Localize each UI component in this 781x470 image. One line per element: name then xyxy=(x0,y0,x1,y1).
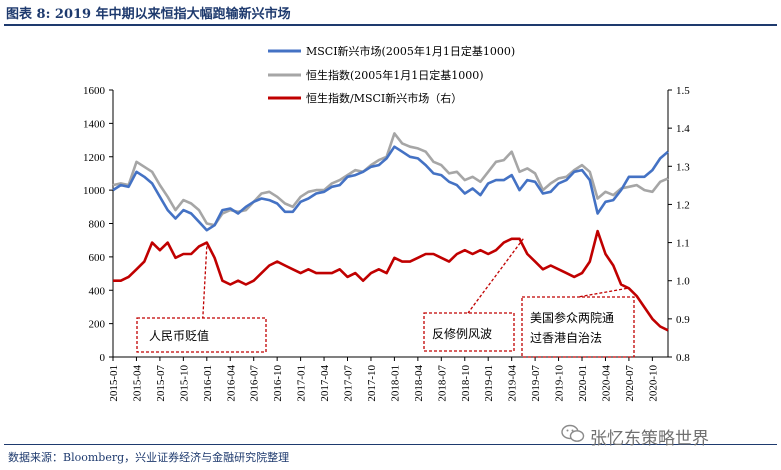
x-tick-label: 2020-07 xyxy=(624,365,636,402)
x-tick-label: 2019-01 xyxy=(483,365,495,402)
y-tick-label-left: 0 xyxy=(100,352,106,364)
y-tick-label-right: 1.4 xyxy=(676,123,690,135)
x-tick-label: 2019-04 xyxy=(507,365,519,402)
x-tick-label: 2016-10 xyxy=(272,365,284,402)
source-note: 数据来源：Bloomberg，兴业证券经济与金融研究院整理 xyxy=(8,451,290,464)
y-tick-label-left: 200 xyxy=(89,319,106,331)
annotation-text-protest: 反修例风波 xyxy=(432,326,492,341)
axes: 0 200 400 600 800 1000 1200 1400 1600 0.8 0.9 1.0 1.… xyxy=(83,85,690,402)
annotation-box-protest xyxy=(423,312,515,352)
watermark-text: 张忆东策略世界 xyxy=(590,429,709,449)
annotation-box-rmb xyxy=(136,317,267,353)
series-line-ratio xyxy=(113,229,669,332)
x-tick-label: 2018-01 xyxy=(389,365,401,402)
annotation-leader-autonomy xyxy=(577,287,628,298)
y-tick-label-right: 0.9 xyxy=(676,314,690,326)
x-tick-label: 2020-01 xyxy=(577,365,589,402)
series-line-msci xyxy=(112,145,669,232)
annotation-text-autonomy-1: 美国参众两院通 xyxy=(530,310,614,325)
series-line-hsi xyxy=(112,132,669,227)
y-tick-label-right: 1.2 xyxy=(676,199,690,211)
figure-title: 图表 8: 2019 年中期以来恒指大幅跑输新兴市场 xyxy=(6,7,291,22)
y-tick-label-left: 1000 xyxy=(83,185,106,197)
y-tick-label-left: 400 xyxy=(89,285,106,297)
x-tick-label: 2016-07 xyxy=(249,365,261,402)
x-tick-label: 2015-07 xyxy=(155,365,167,402)
y-tick-label-right: 1.0 xyxy=(676,276,690,288)
y-tick-label-right: 1.1 xyxy=(676,238,690,250)
x-tick-label: 2018-04 xyxy=(413,365,425,402)
y-tick-label-left: 1400 xyxy=(83,118,106,130)
x-tick-label: 2017-07 xyxy=(343,365,355,402)
x-tick-label: 2017-10 xyxy=(366,365,378,402)
x-tick-label: 2019-10 xyxy=(554,365,566,402)
y-tick-label-left: 1200 xyxy=(83,152,106,164)
y-tick-label-left: 600 xyxy=(89,252,106,264)
x-tick-label: 2016-04 xyxy=(225,365,237,402)
x-tick-label: 2017-04 xyxy=(319,365,331,402)
y-tick-label-left: 800 xyxy=(89,219,106,231)
x-tick-label: 2018-07 xyxy=(436,365,448,402)
x-tick-label: 2018-10 xyxy=(460,365,472,402)
wechat-icon xyxy=(561,424,585,442)
x-tick-label: 2015-04 xyxy=(131,365,143,402)
legend-label-hsi: 恒生指数(2005年1月1日定基1000) xyxy=(306,68,484,82)
y-tick-label-right: 0.8 xyxy=(676,352,690,364)
x-tick-label: 2015-10 xyxy=(178,365,190,402)
annotation-box-autonomy xyxy=(521,296,635,358)
title-rule xyxy=(4,24,777,26)
y-tick-label-right: 1.5 xyxy=(676,85,690,97)
annotation-text-rmb: 人民币贬值 xyxy=(149,328,209,343)
y-tick-label-right: 1.3 xyxy=(676,161,690,173)
legend-label-ratio: 恒生指数/MSCI新兴市场（右） xyxy=(306,91,462,105)
annotation-leader-protest xyxy=(467,238,524,314)
x-tick-label: 2020-04 xyxy=(600,365,612,402)
x-tick-label: 2019-07 xyxy=(530,365,542,402)
x-tick-label: 2015-01 xyxy=(108,365,120,402)
annotation-text-autonomy-2: 过香港自治法 xyxy=(530,331,602,345)
x-tick-label: 2016-01 xyxy=(202,365,214,402)
series-layer xyxy=(112,132,669,332)
x-tick-label: 2017-01 xyxy=(296,365,308,402)
x-tick-label: 2020-10 xyxy=(647,365,659,402)
legend-label-msci: MSCI新兴市场(2005年1月1日定基1000) xyxy=(306,44,515,58)
y-tick-label-left: 1600 xyxy=(83,85,106,97)
legend: MSCI新兴市场(2005年1月1日定基1000) 恒生指数(2005年1月1日定… xyxy=(268,44,515,105)
source-rule xyxy=(4,444,777,445)
annotation-leader-rmb xyxy=(202,246,208,319)
